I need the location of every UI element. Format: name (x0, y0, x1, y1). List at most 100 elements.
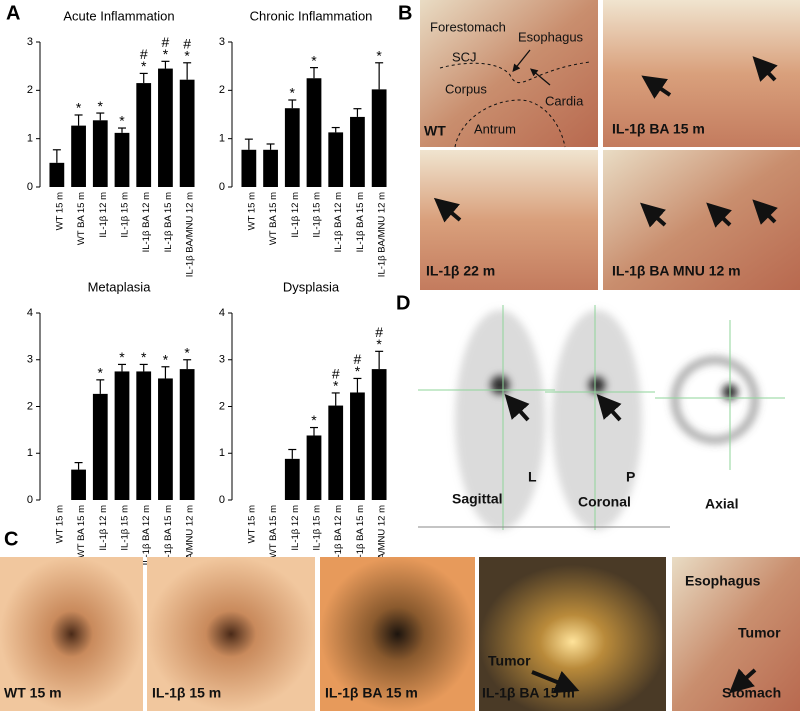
significance: # (332, 366, 340, 382)
x-tick-label: IL-1β BA/MNU 12 m (185, 192, 196, 277)
anatomy-label: Corpus (445, 81, 487, 96)
photo-label: WT 15 m (4, 685, 62, 701)
charts: Acute Inflammation 0 1 2 3 WT 15 m WT BA 15 m *… (27, 8, 388, 590)
bar (328, 405, 344, 500)
photo-label: IL-1β BA MNU 12 m (612, 263, 741, 279)
arrow (752, 199, 778, 225)
photo (420, 0, 598, 147)
bar (136, 83, 152, 187)
y-tick-label: 0 (219, 181, 225, 193)
y-tick-label: 1 (219, 447, 225, 459)
bar (71, 469, 86, 500)
anatomy-label: SCJ (452, 49, 477, 64)
x-tick-label: IL-1β BA 15 m (163, 192, 174, 252)
x-tick-label: IL-1β 15 m (312, 505, 323, 551)
x-tick-label: IL-1β 15 m (312, 192, 323, 238)
significance: * (290, 85, 296, 101)
x-tick-label: IL-1β 12 m (98, 192, 109, 238)
chart-title: Chronic Inflammation (250, 8, 373, 23)
x-tick-label: WT 15 m (246, 192, 257, 230)
y-tick-label: 4 (219, 307, 225, 319)
annotation: Stomach (722, 685, 781, 701)
significance: * (141, 58, 147, 74)
y-tick-label: 4 (27, 307, 33, 319)
x-tick-label: IL-1β BA 15 m (355, 505, 366, 565)
x-tick-label: WT BA 15 m (76, 192, 87, 245)
arrow (512, 49, 531, 73)
panel-label: B (398, 2, 412, 24)
bar (328, 132, 344, 187)
significance: * (119, 349, 125, 365)
significance: * (311, 412, 317, 428)
bar (263, 149, 278, 187)
significance: # (354, 351, 362, 367)
significance: * (311, 52, 317, 68)
significance: * (163, 351, 169, 367)
anatomy-label: Antrum (474, 121, 516, 136)
bar (92, 393, 108, 500)
view-label: Axial (705, 496, 738, 512)
x-tick-label: IL-1β 12 m (98, 505, 109, 551)
y-tick-label: 1 (27, 447, 33, 459)
significance: * (76, 100, 82, 116)
bar (350, 392, 365, 500)
photo-label: IL-1β 22 m (426, 263, 495, 279)
annotation: Esophagus (685, 573, 761, 589)
x-tick-label: IL-1β BA 12 m (141, 505, 152, 565)
bar (284, 108, 300, 187)
x-tick-label: IL-1β BA 12 m (333, 505, 344, 565)
significance: * (98, 365, 104, 381)
bar (71, 125, 86, 187)
anatomy-label: Cardia (545, 93, 584, 108)
y-tick-label: 3 (27, 36, 33, 48)
significance: * (119, 113, 125, 129)
significance: # (183, 35, 191, 51)
x-tick-label: WT BA 15 m (268, 192, 279, 245)
photo-label: IL-1β BA 15 m (612, 121, 705, 137)
arrow (531, 670, 580, 694)
x-tick-label: IL-1β BA 12 m (333, 192, 344, 252)
bar (371, 369, 387, 500)
annotation: Tumor (488, 653, 531, 669)
x-tick-label: IL-1β 15 m (120, 505, 131, 551)
x-tick-label: IL-1β 15 m (120, 192, 131, 238)
orientation-label: P (626, 469, 635, 485)
anatomy-label: Forestomach (430, 19, 506, 34)
significance: * (98, 98, 104, 114)
y-tick-label: 3 (219, 36, 225, 48)
x-tick-label: WT 15 m (246, 505, 257, 543)
anatomy-label: Esophagus (518, 29, 584, 44)
panel-label: A (6, 2, 20, 24)
x-tick-label: IL-1β BA/MNU 12 m (377, 505, 388, 590)
bar (158, 68, 173, 187)
photo-label: IL-1β BA 15 m (325, 685, 418, 701)
bar (371, 89, 387, 187)
bar (114, 371, 130, 500)
view-label: Sagittal (452, 491, 503, 507)
y-tick-label: 3 (27, 354, 33, 366)
significance: # (375, 324, 383, 340)
y-tick-label: 0 (27, 181, 33, 193)
scan-images (418, 305, 785, 530)
arrow (530, 68, 551, 86)
bar (136, 371, 152, 500)
photo (147, 557, 315, 711)
x-tick-label: IL-1β BA 15 m (163, 505, 174, 565)
y-tick-label: 2 (219, 84, 225, 96)
significance: * (184, 47, 190, 63)
x-tick-label: IL-1β 12 m (290, 505, 301, 551)
x-tick-label: WT BA 15 m (268, 505, 279, 558)
arrow (752, 56, 778, 82)
dashed-line (454, 99, 566, 148)
significance: * (184, 344, 190, 360)
bar (306, 78, 322, 187)
bar (49, 162, 65, 187)
bar (350, 116, 365, 187)
dashed-line (439, 61, 591, 84)
chart-title: Dysplasia (283, 279, 340, 294)
significance: * (355, 363, 361, 379)
bar (114, 132, 130, 187)
y-tick-label: 2 (27, 84, 33, 96)
significance: # (140, 46, 148, 62)
